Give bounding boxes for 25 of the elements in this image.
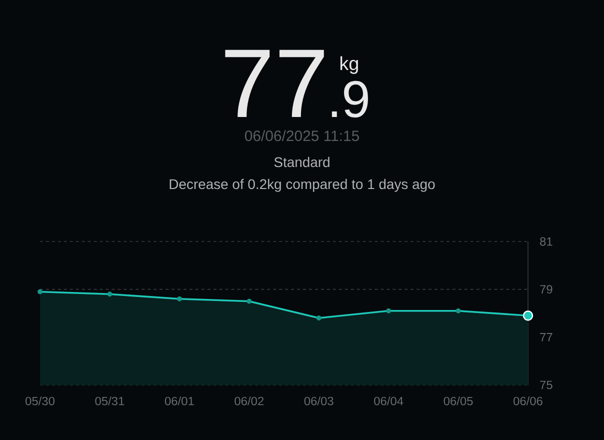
point xyxy=(386,308,392,314)
chart-title: 77 xyxy=(225,50,324,117)
y-tick-label: 79 xyxy=(540,285,552,294)
text: Decrease of 0.2kg compared to 1 days ago xyxy=(170,178,435,192)
y-tick-label: 81 xyxy=(540,237,552,246)
x-tick-label: 05/31 xyxy=(95,396,124,406)
text: .9 xyxy=(332,80,368,118)
x-tick-label: 06/04 xyxy=(374,396,404,406)
x-tick-label: 05/30 xyxy=(26,396,54,406)
y-tick-label: 75 xyxy=(540,380,552,390)
text: Standard xyxy=(274,156,330,168)
text: kg xyxy=(340,56,358,74)
point xyxy=(246,298,252,304)
point xyxy=(107,292,112,297)
x-tick-label: 06/02 xyxy=(234,396,264,406)
point xyxy=(176,296,182,302)
x-tick-label: 06/03 xyxy=(304,396,334,406)
x-tick-label: 06/05 xyxy=(444,396,473,406)
point xyxy=(38,289,42,294)
y-tick-label: 77 xyxy=(540,333,552,342)
text: 06/06/2025 11:15 xyxy=(244,130,359,142)
x-tick-label: 06/01 xyxy=(164,396,194,406)
point xyxy=(316,316,322,321)
x-tick-label: 06/06 xyxy=(514,396,542,406)
point xyxy=(456,308,461,314)
